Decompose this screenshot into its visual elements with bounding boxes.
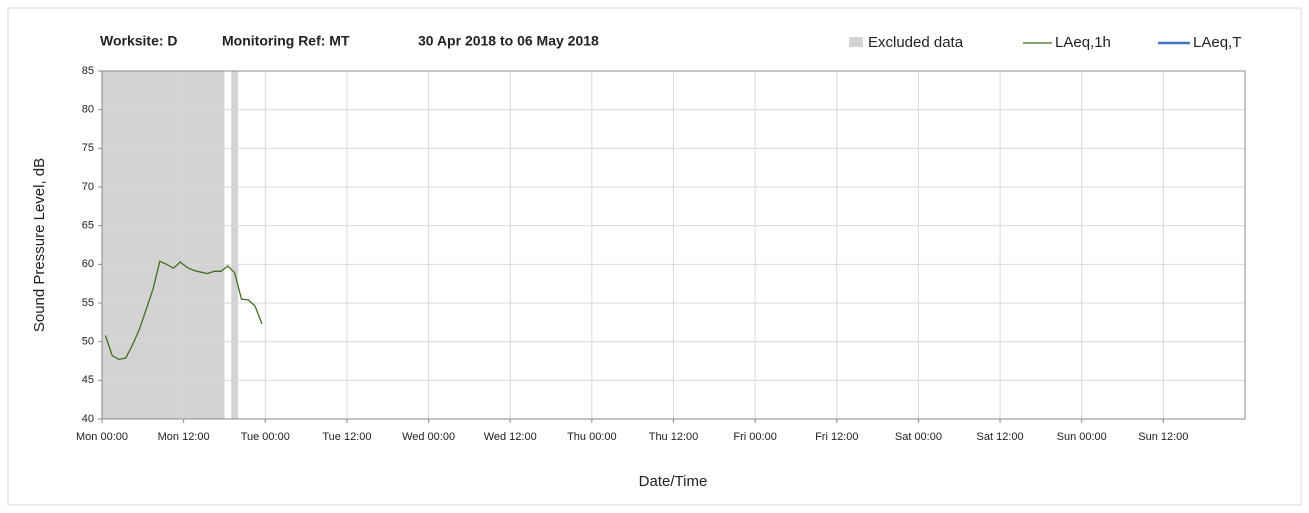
y-tick-label: 50 [82,336,94,348]
y-tick-label: 45 [82,374,94,386]
y-axis-title: Sound Pressure Level, dB [31,158,48,332]
y-tick-label: 75 [82,142,94,154]
y-tick-label: 80 [82,104,94,116]
excluded-region [231,71,239,419]
excluded-region [102,71,225,419]
title-period: 30 Apr 2018 to 06 May 2018 [418,33,599,49]
x-tick-label: Tue 00:00 [241,431,290,443]
x-tick-label: Sun 12:00 [1138,431,1188,443]
y-tick-label: 60 [82,258,94,270]
x-axis-title: Date/Time [639,473,708,490]
x-tick-label: Thu 12:00 [649,431,699,443]
legend-swatch [849,37,863,47]
x-tick-label: Wed 00:00 [402,431,455,443]
x-tick-label: Wed 12:00 [484,431,537,443]
y-tick-label: 55 [82,297,94,309]
series-line [104,260,263,361]
y-tick-label: 65 [82,220,94,232]
plot-border [101,70,1246,420]
title-worksite: Worksite: D [100,33,178,49]
x-tick-label: Tue 12:00 [322,431,371,443]
x-tick-label: Sat 12:00 [977,431,1024,443]
legend-label: LAeq,1h [1055,34,1111,51]
y-tick-label: 40 [82,413,94,425]
x-tick-label: Thu 00:00 [567,431,617,443]
x-tick-label: Mon 00:00 [76,431,128,443]
x-tick-label: Sat 00:00 [895,431,942,443]
title-ref: Monitoring Ref: MT [222,33,350,49]
x-tick-label: Fri 00:00 [733,431,776,443]
x-tick-label: Mon 12:00 [158,431,210,443]
y-tick-label: 85 [82,65,94,77]
legend-label: LAeq,T [1193,34,1241,51]
x-tick-label: Sun 00:00 [1057,431,1107,443]
legend-label: Excluded data [868,34,964,51]
x-tick-label: Fri 12:00 [815,431,858,443]
y-tick-label: 70 [82,181,94,193]
